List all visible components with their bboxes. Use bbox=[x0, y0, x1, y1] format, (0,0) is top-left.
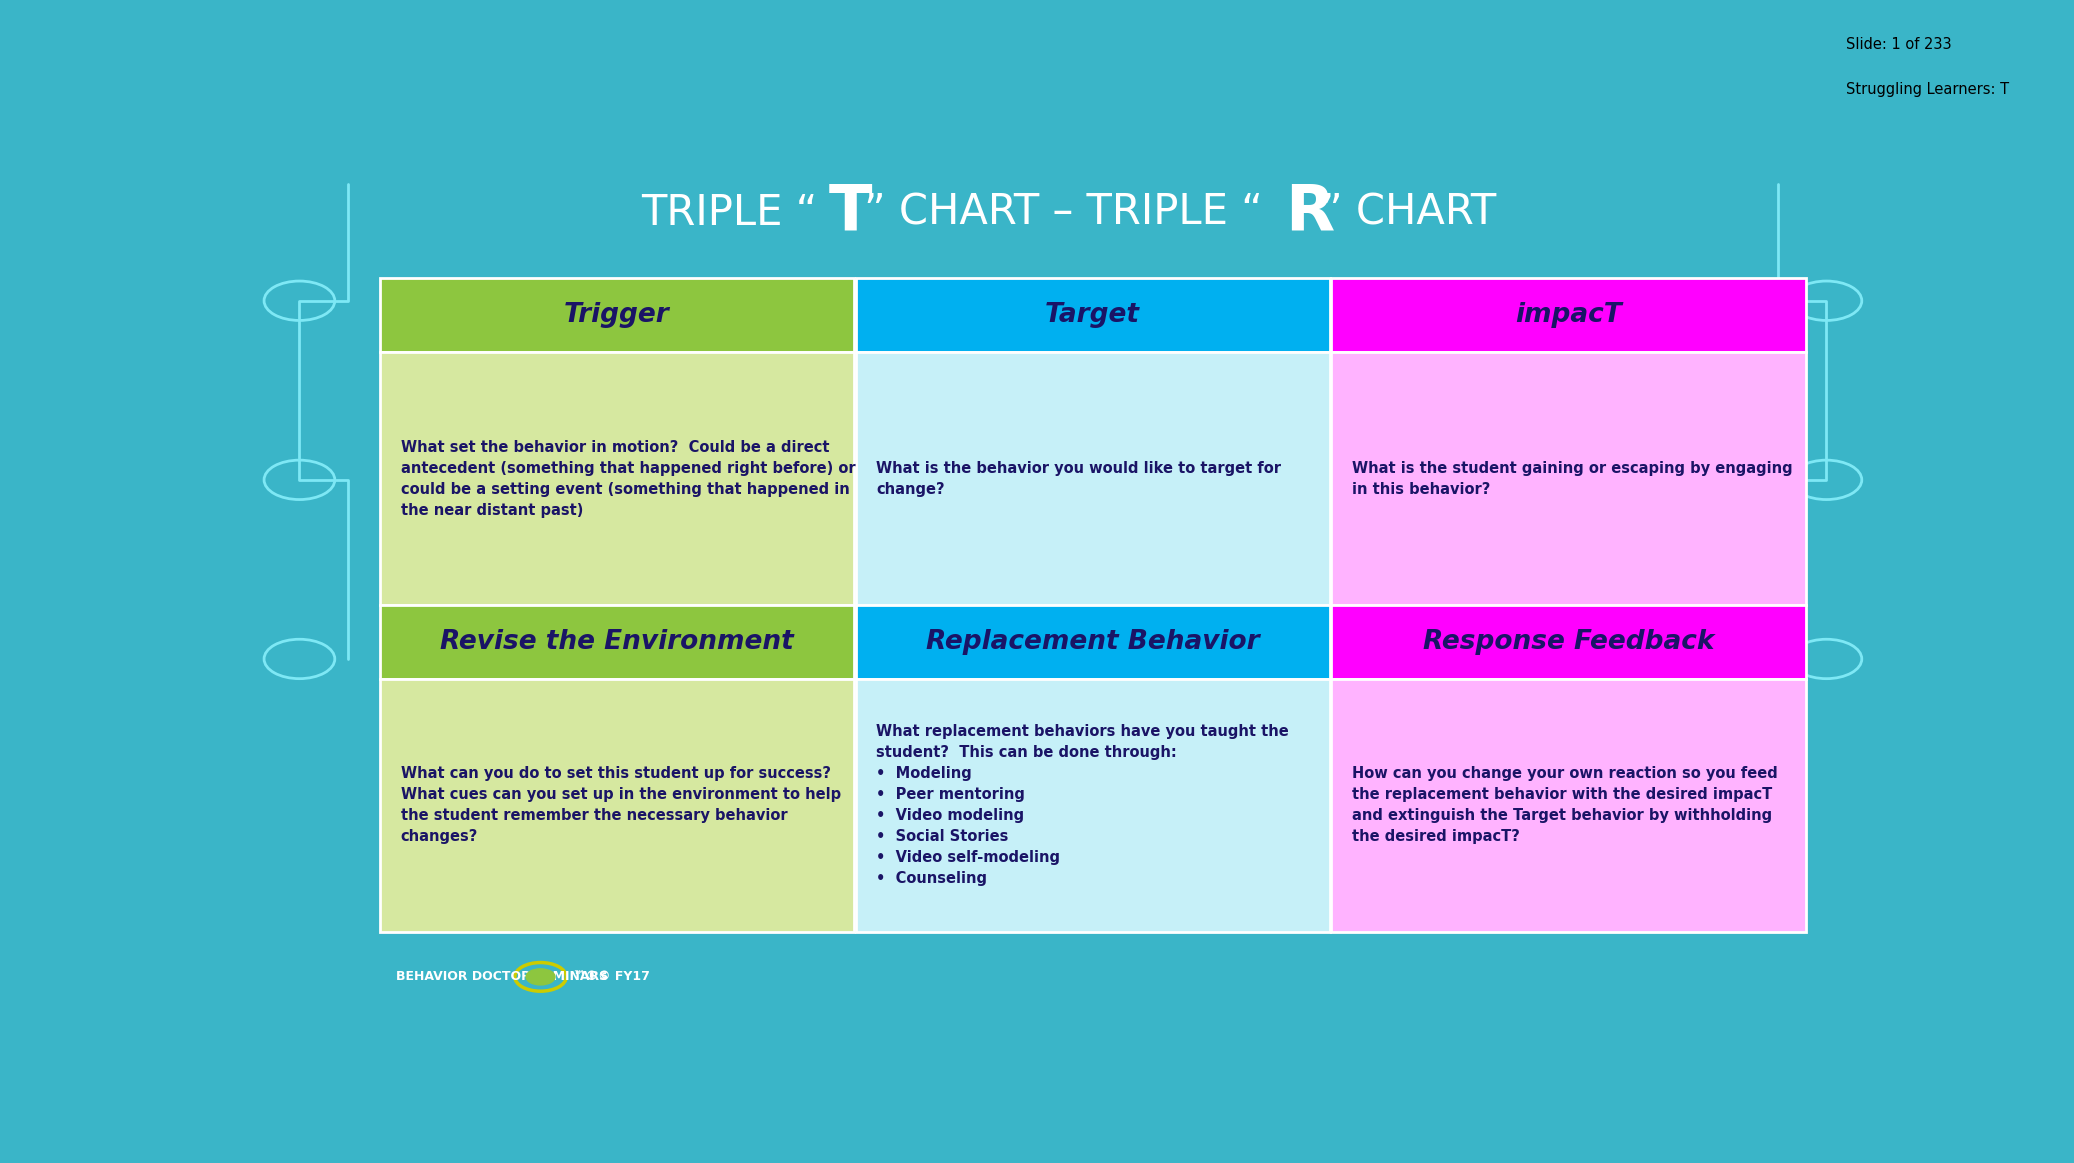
FancyBboxPatch shape bbox=[1332, 605, 1806, 679]
Text: Trigger: Trigger bbox=[564, 302, 670, 328]
FancyBboxPatch shape bbox=[857, 605, 1329, 679]
FancyBboxPatch shape bbox=[380, 278, 854, 351]
Text: R: R bbox=[1286, 181, 1334, 244]
FancyBboxPatch shape bbox=[380, 605, 854, 679]
FancyBboxPatch shape bbox=[857, 679, 1329, 932]
FancyBboxPatch shape bbox=[857, 351, 1329, 605]
FancyBboxPatch shape bbox=[380, 679, 854, 932]
Circle shape bbox=[514, 963, 566, 991]
Text: ™®© FY17: ™®© FY17 bbox=[572, 970, 649, 984]
Text: Slide: 1 of 233: Slide: 1 of 233 bbox=[1846, 37, 1952, 52]
Text: What is the student gaining or escaping by engaging
in this behavior?: What is the student gaining or escaping … bbox=[1352, 461, 1792, 497]
Text: Struggling Learners: T: Struggling Learners: T bbox=[1846, 81, 2010, 97]
FancyBboxPatch shape bbox=[380, 351, 854, 605]
Text: BEHAVIOR DOCTOR SEMINARS: BEHAVIOR DOCTOR SEMINARS bbox=[396, 970, 608, 984]
Text: What is the behavior you would like to target for
change?: What is the behavior you would like to t… bbox=[877, 461, 1282, 497]
FancyBboxPatch shape bbox=[1332, 278, 1806, 351]
FancyBboxPatch shape bbox=[1332, 679, 1806, 932]
Text: Target: Target bbox=[1045, 302, 1141, 328]
Circle shape bbox=[527, 969, 556, 985]
Text: How can you change your own reaction so you feed
the replacement behavior with t: How can you change your own reaction so … bbox=[1352, 766, 1777, 844]
Text: impacT: impacT bbox=[1516, 302, 1622, 328]
Text: TRIPLE “: TRIPLE “ bbox=[641, 192, 817, 234]
Text: Replacement Behavior: Replacement Behavior bbox=[925, 629, 1259, 655]
FancyBboxPatch shape bbox=[857, 278, 1329, 351]
Text: T: T bbox=[828, 181, 871, 244]
Text: What can you do to set this student up for success?
What cues can you set up in : What can you do to set this student up f… bbox=[400, 766, 840, 844]
Text: Response Feedback: Response Feedback bbox=[1423, 629, 1713, 655]
Text: Revise the Environment: Revise the Environment bbox=[440, 629, 794, 655]
Text: ” CHART – TRIPLE “: ” CHART – TRIPLE “ bbox=[865, 192, 1263, 234]
Text: ” CHART: ” CHART bbox=[1321, 192, 1495, 234]
Text: What set the behavior in motion?  Could be a direct
antecedent (something that h: What set the behavior in motion? Could b… bbox=[400, 440, 854, 518]
Text: What replacement behaviors have you taught the
student?  This can be done throug: What replacement behaviors have you taug… bbox=[877, 725, 1290, 886]
FancyBboxPatch shape bbox=[1332, 351, 1806, 605]
